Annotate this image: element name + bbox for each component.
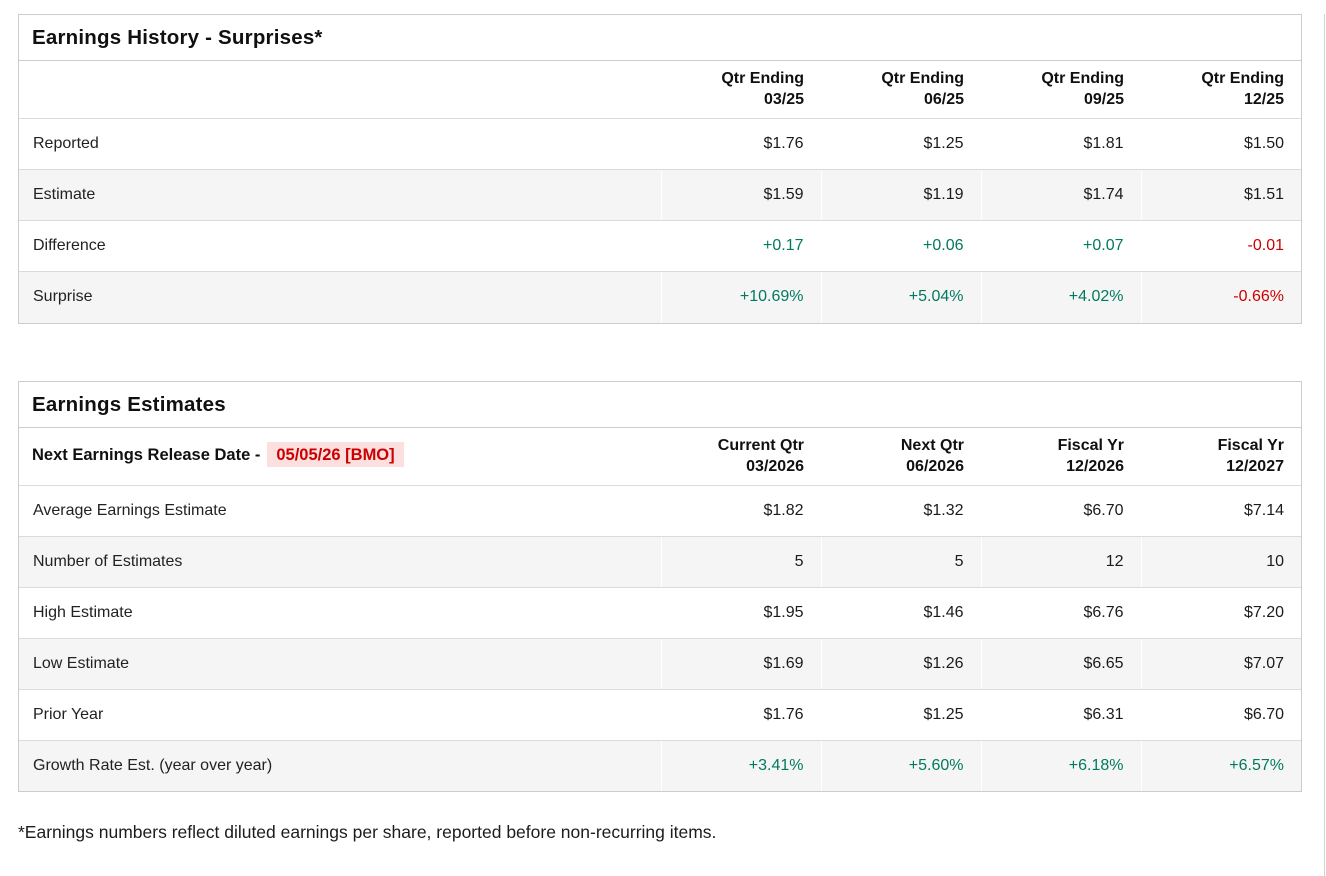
row-label: Prior Year [19,689,661,741]
earnings-history-surprises-panel: Earnings History - Surprises* Qtr Ending… [18,14,1302,324]
row-label: Number of Estimates [19,536,661,588]
col-header-line1: Qtr Ending [1201,70,1284,87]
value-cell: $1.82 [660,485,821,537]
value-cell: $1.81 [980,118,1141,170]
release-date-label: Next Earnings Release Date - [32,446,261,464]
col-header-next-qtr: Next Qtr 06/2026 [821,427,981,486]
value-cell: $7.07 [1140,638,1301,690]
col-header-line1: Qtr Ending [1041,70,1124,87]
value-cell-positive: +10.69% [660,271,821,323]
col-header-fiscal-yr-2027: Fiscal Yr 12/2027 [1141,427,1301,486]
earnings-estimates-panel: Earnings Estimates Next Earnings Release… [18,380,1302,792]
value-cell: $1.69 [660,638,821,690]
surprises-header-row: Qtr Ending 03/25 Qtr Ending 06/25 Qtr En… [19,61,1301,119]
table-row-prior-year: Prior Year $1.76 $1.25 $6.31 $6.70 [19,689,1301,741]
value-cell: 10 [1140,536,1301,588]
value-cell-positive: +6.18% [980,740,1141,791]
col-header-line2: 09/25 [1083,91,1124,108]
earnings-footnote: *Earnings numbers reflect diluted earnin… [18,822,717,842]
table-row-average-estimate: Average Earnings Estimate $1.82 $1.32 $6… [19,485,1301,537]
value-cell-negative: -0.01 [1140,220,1301,272]
value-cell: $1.32 [820,485,981,537]
row-label: Reported [19,118,661,170]
value-cell-positive: +6.57% [1140,740,1301,791]
value-cell: $6.31 [980,689,1141,741]
value-cell-negative: -0.66% [1140,271,1301,323]
value-cell: $6.65 [980,638,1141,690]
empty-header-cell [19,61,661,119]
col-header-line1: Current Qtr [717,436,804,454]
table-row-growth-rate: Growth Rate Est. (year over year) +3.41%… [19,740,1301,791]
page-right-edge-divider [1324,14,1325,876]
value-cell-positive: +0.07 [980,220,1141,272]
row-label: Average Earnings Estimate [19,485,661,537]
value-cell: $6.70 [980,485,1141,537]
release-date-value: 05/05/26 [BMO] [267,442,404,467]
panel-title-estimates: Earnings Estimates [19,382,1301,428]
value-cell: $1.76 [660,118,821,170]
value-cell: $1.74 [980,169,1141,221]
table-row-low-estimate: Low Estimate $1.69 $1.26 $6.65 $7.07 [19,638,1301,690]
value-cell: $7.14 [1140,485,1301,537]
col-header-line2: 03/2026 [746,457,804,475]
table-row-surprise: Surprise +10.69% +5.04% +4.02% -0.66% [19,271,1301,323]
table-row-high-estimate: High Estimate $1.95 $1.46 $6.76 $7.20 [19,587,1301,639]
row-label: High Estimate [19,587,661,639]
value-cell-positive: +4.02% [980,271,1141,323]
col-header-qtr-0625: Qtr Ending 06/25 [821,61,981,119]
value-cell: $1.50 [1140,118,1301,170]
surprises-table: Qtr Ending 03/25 Qtr Ending 06/25 Qtr En… [19,61,1301,323]
col-header-line1: Qtr Ending [721,70,804,87]
col-header-line2: 06/25 [923,91,964,108]
estimates-header-row: Next Earnings Release Date - 05/05/26 [BM… [19,427,1301,486]
col-header-fiscal-yr-2026: Fiscal Yr 12/2026 [981,427,1141,486]
col-header-line1: Next Qtr [900,436,964,454]
col-header-qtr-0925: Qtr Ending 09/25 [981,61,1141,119]
row-label: Estimate [19,169,661,221]
panel-title-surprises: Earnings History - Surprises* [19,15,1301,61]
col-header-line2: 12/2026 [1066,457,1124,475]
estimates-table: Next Earnings Release Date - 05/05/26 [BM… [19,427,1301,791]
col-header-qtr-1225: Qtr Ending 12/25 [1141,61,1301,119]
release-date-cell: Next Earnings Release Date - 05/05/26 [BM… [19,427,661,486]
row-label: Low Estimate [19,638,661,690]
row-label: Difference [19,220,661,272]
col-header-qtr-0325: Qtr Ending 03/25 [661,61,821,119]
value-cell: 5 [660,536,821,588]
value-cell: $1.51 [1140,169,1301,221]
value-cell: $1.46 [820,587,981,639]
value-cell-positive: +0.17 [660,220,821,272]
value-cell: $1.76 [660,689,821,741]
value-cell: $1.26 [820,638,981,690]
col-header-current-qtr: Current Qtr 03/2026 [661,427,821,486]
value-cell: $1.59 [660,169,821,221]
col-header-line1: Fiscal Yr [1217,436,1284,454]
col-header-line1: Qtr Ending [881,70,964,87]
value-cell: 12 [980,536,1141,588]
table-row-difference: Difference +0.17 +0.06 +0.07 -0.01 [19,220,1301,272]
value-cell: $1.25 [820,118,981,170]
row-label: Surprise [33,288,93,306]
table-row-estimate: Estimate $1.59 $1.19 $1.74 $1.51 [19,169,1301,221]
value-cell-positive: +5.60% [820,740,981,791]
col-header-line1: Fiscal Yr [1057,436,1124,454]
col-header-line2: 12/25 [1243,91,1284,108]
value-cell-positive: +0.06 [820,220,981,272]
table-row-reported: Reported $1.76 $1.25 $1.81 $1.50 [19,118,1301,170]
value-cell: $1.19 [820,169,981,221]
value-cell: $6.70 [1140,689,1301,741]
value-cell-positive: +5.04% [820,271,981,323]
value-cell: $6.76 [980,587,1141,639]
value-cell-positive: +3.41% [660,740,821,791]
row-label: Growth Rate Est. (year over year) [33,756,273,774]
value-cell: 5 [820,536,981,588]
value-cell: $7.20 [1140,587,1301,639]
col-header-line2: 03/25 [763,91,804,108]
col-header-line2: 06/2026 [906,457,964,475]
value-cell: $1.95 [660,587,821,639]
col-header-line2: 12/2027 [1226,457,1284,475]
value-cell: $1.25 [820,689,981,741]
table-row-number-of-estimates: Number of Estimates 5 5 12 10 [19,536,1301,588]
